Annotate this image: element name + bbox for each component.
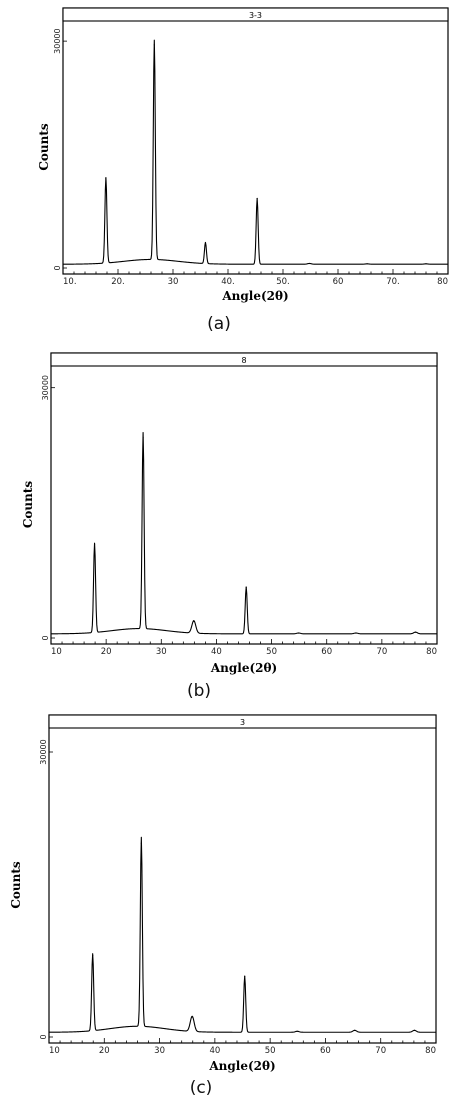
x-tick-label: 40 <box>211 647 222 657</box>
x-tick-label: 60 <box>320 1046 331 1056</box>
x-tick-label: 20 <box>99 1046 110 1056</box>
x-tick-label: 70 <box>376 647 387 657</box>
peak-point <box>140 842 142 844</box>
x-tick-label: 80 <box>437 277 448 287</box>
diffraction-trace <box>49 836 436 1033</box>
sample-label: 3-3 <box>249 11 262 20</box>
x-axis-title: Angle(2θ) <box>208 1059 275 1073</box>
y-tick-label: 0 <box>39 1034 48 1039</box>
x-tick-label: 30 <box>154 1046 165 1056</box>
peak-point <box>193 620 195 622</box>
sample-header-bar <box>62 7 449 22</box>
peak-point <box>204 242 207 244</box>
y-axis-title: Counts <box>37 123 51 171</box>
peak-point <box>366 263 368 265</box>
plot-frame <box>48 714 437 1044</box>
peak-point <box>413 1029 416 1031</box>
x-axis-title: Angle(2θ) <box>221 289 288 303</box>
sample-label: 3 <box>240 718 245 727</box>
sample-header-bar <box>50 352 438 367</box>
sample-header-bar <box>48 714 437 729</box>
x-tick-label: 80 <box>426 647 437 657</box>
peak-point <box>256 197 258 200</box>
x-tick-label: 50 <box>265 1046 276 1056</box>
peak-point <box>244 975 246 977</box>
y-tick-label: 30000 <box>39 739 48 764</box>
sample-label: 8 <box>241 356 246 365</box>
plot-frame <box>50 352 438 645</box>
peak-point <box>355 632 357 634</box>
peak-point <box>425 263 427 265</box>
x-tick-label: 80 <box>425 1046 436 1056</box>
x-tick-label: 20 <box>101 647 112 657</box>
caption-a: (a) <box>207 314 231 334</box>
y-tick-label: 30000 <box>53 28 62 53</box>
peak-point <box>297 632 300 634</box>
x-tick-label: 40. <box>221 277 235 287</box>
y-axis-title: Counts <box>21 481 35 529</box>
diffraction-trace <box>63 39 448 265</box>
x-tick-label: 60 <box>333 277 344 287</box>
xrd-chart-a: 3-3 10. 20. 30 40. 50. 60 70. 80 0 30000 Angle(2θ) C… <box>37 7 449 303</box>
x-tick-label: 10 <box>51 647 62 657</box>
x-tick-label: 10 <box>49 1046 60 1056</box>
peak-point <box>191 1016 193 1018</box>
x-tick-label: 60 <box>321 647 332 657</box>
x-tick-label: 50. <box>276 277 290 287</box>
peak-point <box>92 954 94 956</box>
y-axis-title: Counts <box>9 861 23 909</box>
peak-point <box>414 631 417 633</box>
x-tick-label: 70. <box>386 277 400 287</box>
x-axis-title: Angle(2θ) <box>210 661 277 675</box>
xrd-chart-c: 3 10 20 30 40 50 60 70 80 0 30000 Angle(2θ) Counts <box>9 714 437 1073</box>
x-tick-label: 70 <box>375 1046 386 1056</box>
diffraction-trace <box>51 432 437 635</box>
y-tick-label: 0 <box>41 635 50 640</box>
y-tick-label: 0 <box>53 265 62 270</box>
x-tick-label: 20. <box>111 277 125 287</box>
peak-point <box>153 44 155 46</box>
peak-point <box>93 543 96 546</box>
x-tick-label: 50 <box>266 647 277 657</box>
x-tick-label: 30 <box>156 647 167 657</box>
peak-point <box>245 586 247 588</box>
peak-point <box>296 1030 298 1032</box>
x-tick-label: 10. <box>63 277 77 287</box>
peak-point <box>142 437 144 439</box>
peak-point <box>308 262 310 265</box>
caption-c: (c) <box>189 1078 213 1098</box>
y-tick-label: 30000 <box>41 375 50 400</box>
x-tick-label: 40 <box>209 1046 220 1056</box>
peak-point <box>354 1029 356 1031</box>
peak-point <box>105 178 107 180</box>
x-tick-label: 30 <box>168 277 179 287</box>
xrd-chart-b: 8 10 20 30 40 50 60 70 80 0 30000 Angle(2θ) Counts <box>21 352 438 675</box>
caption-b: (b) <box>186 681 212 701</box>
